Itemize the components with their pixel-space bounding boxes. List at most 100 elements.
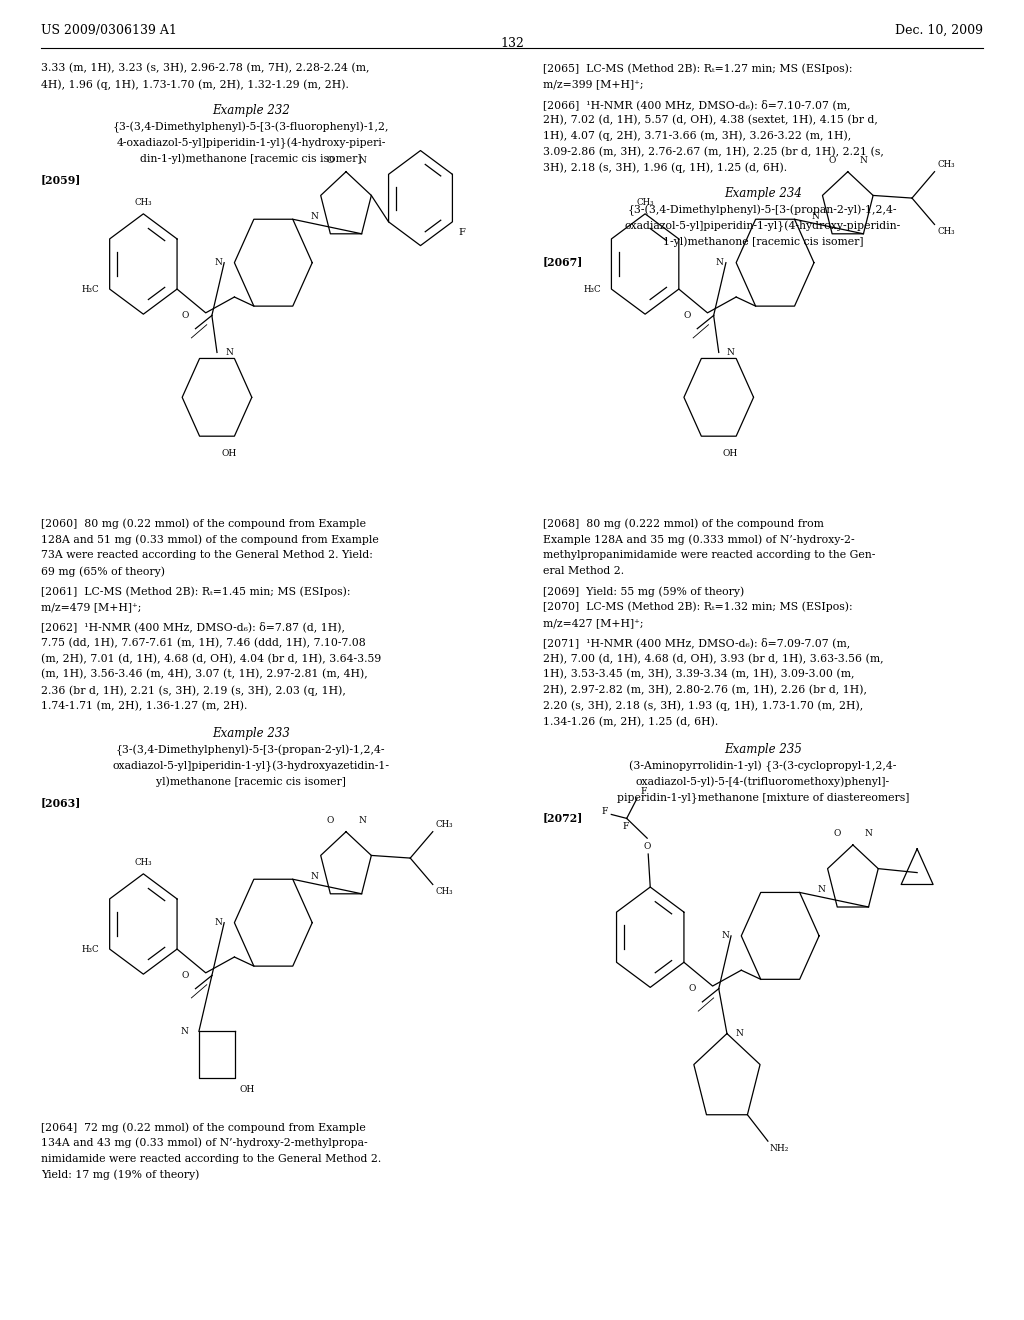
Text: (3-Aminopyrrolidin-1-yl) {3-(3-cyclopropyl-1,2,4-: (3-Aminopyrrolidin-1-yl) {3-(3-cycloprop…	[629, 760, 897, 772]
Text: [2069]  Yield: 55 mg (59% of theory): [2069] Yield: 55 mg (59% of theory)	[543, 586, 744, 597]
Text: Dec. 10, 2009: Dec. 10, 2009	[895, 24, 983, 37]
Text: O: O	[643, 842, 651, 851]
Text: Yield: 17 mg (19% of theory): Yield: 17 mg (19% of theory)	[41, 1170, 200, 1180]
Text: O: O	[182, 312, 189, 319]
Text: OH: OH	[221, 449, 237, 458]
Text: N: N	[358, 156, 366, 165]
Text: N: N	[716, 259, 724, 267]
Text: m/z=479 [M+H]⁺;: m/z=479 [M+H]⁺;	[41, 602, 141, 612]
Text: US 2009/0306139 A1: US 2009/0306139 A1	[41, 24, 177, 37]
Text: 1H), 3.53-3.45 (m, 3H), 3.39-3.34 (m, 1H), 3.09-3.00 (m,: 1H), 3.53-3.45 (m, 3H), 3.39-3.34 (m, 1H…	[543, 669, 854, 680]
Text: O: O	[689, 985, 696, 993]
Text: N: N	[812, 211, 820, 220]
Text: din-1-yl)methanone [racemic cis isomer]: din-1-yl)methanone [racemic cis isomer]	[140, 153, 361, 164]
Text: OH: OH	[723, 449, 738, 458]
Text: 128A and 51 mg (0.33 mmol) of the compound from Example: 128A and 51 mg (0.33 mmol) of the compou…	[41, 535, 379, 545]
Text: N: N	[214, 919, 222, 927]
Text: CH₃: CH₃	[436, 887, 454, 896]
Text: (m, 2H), 7.01 (d, 1H), 4.68 (d, OH), 4.04 (br d, 1H), 3.64-3.59: (m, 2H), 7.01 (d, 1H), 4.68 (d, OH), 4.0…	[41, 653, 381, 664]
Text: CH₃: CH₃	[134, 198, 153, 207]
Text: 1.34-1.26 (m, 2H), 1.25 (d, 6H).: 1.34-1.26 (m, 2H), 1.25 (d, 6H).	[543, 717, 718, 727]
Text: [2061]  LC-MS (Method 2B): Rₜ=1.45 min; MS (ESIpos):: [2061] LC-MS (Method 2B): Rₜ=1.45 min; M…	[41, 586, 350, 597]
Text: 1.74-1.71 (m, 2H), 1.36-1.27 (m, 2H).: 1.74-1.71 (m, 2H), 1.36-1.27 (m, 2H).	[41, 701, 248, 711]
Text: 3.09-2.86 (m, 3H), 2.76-2.67 (m, 1H), 2.25 (br d, 1H), 2.21 (s,: 3.09-2.86 (m, 3H), 2.76-2.67 (m, 1H), 2.…	[543, 147, 884, 157]
Text: 2H), 7.00 (d, 1H), 4.68 (d, OH), 3.93 (br d, 1H), 3.63-3.56 (m,: 2H), 7.00 (d, 1H), 4.68 (d, OH), 3.93 (b…	[543, 653, 884, 664]
Text: CH₃: CH₃	[636, 198, 654, 207]
Text: {3-(3,4-Dimethylphenyl)-5-[3-(propan-2-yl)-1,2,4-: {3-(3,4-Dimethylphenyl)-5-[3-(propan-2-y…	[628, 205, 898, 216]
Text: nimidamide were reacted according to the General Method 2.: nimidamide were reacted according to the…	[41, 1154, 381, 1164]
Text: methylpropanimidamide were reacted according to the Gen-: methylpropanimidamide were reacted accor…	[543, 550, 876, 561]
Text: 2.20 (s, 3H), 2.18 (s, 3H), 1.93 (q, 1H), 1.73-1.70 (m, 2H),: 2.20 (s, 3H), 2.18 (s, 3H), 1.93 (q, 1H)…	[543, 701, 863, 711]
Text: [2068]  80 mg (0.222 mmol) of the compound from: [2068] 80 mg (0.222 mmol) of the compoun…	[543, 519, 823, 529]
Text: F: F	[602, 808, 608, 816]
Text: oxadiazol-5-yl)-5-[4-(trifluoromethoxy)phenyl]-: oxadiazol-5-yl)-5-[4-(trifluoromethoxy)p…	[636, 776, 890, 787]
Text: [2070]  LC-MS (Method 2B): Rₜ=1.32 min; MS (ESIpos):: [2070] LC-MS (Method 2B): Rₜ=1.32 min; M…	[543, 602, 852, 612]
Text: N: N	[721, 932, 729, 940]
Text: yl)methanone [racemic cis isomer]: yl)methanone [racemic cis isomer]	[156, 776, 346, 787]
Text: piperidin-1-yl}methanone [mixture of diastereomers]: piperidin-1-yl}methanone [mixture of dia…	[616, 792, 909, 803]
Text: O: O	[327, 816, 334, 825]
Text: [2062]  ¹H-NMR (400 MHz, DMSO-d₆): δ=7.87 (d, 1H),: [2062] ¹H-NMR (400 MHz, DMSO-d₆): δ=7.87…	[41, 622, 345, 632]
Text: H₃C: H₃C	[82, 285, 99, 293]
Text: [2064]  72 mg (0.22 mmol) of the compound from Example: [2064] 72 mg (0.22 mmol) of the compound…	[41, 1122, 366, 1133]
Text: {3-(3,4-Dimethylphenyl)-5-[3-(propan-2-yl)-1,2,4-: {3-(3,4-Dimethylphenyl)-5-[3-(propan-2-y…	[116, 744, 386, 756]
Text: OH: OH	[240, 1085, 254, 1093]
Text: 7.75 (dd, 1H), 7.67-7.61 (m, 1H), 7.46 (ddd, 1H), 7.10-7.08: 7.75 (dd, 1H), 7.67-7.61 (m, 1H), 7.46 (…	[41, 638, 366, 648]
Text: [2072]: [2072]	[543, 812, 583, 822]
Text: N: N	[214, 259, 222, 267]
Text: (m, 1H), 3.56-3.46 (m, 4H), 3.07 (t, 1H), 2.97-2.81 (m, 4H),: (m, 1H), 3.56-3.46 (m, 4H), 3.07 (t, 1H)…	[41, 669, 368, 680]
Text: CH₃: CH₃	[938, 227, 955, 236]
Text: H₃C: H₃C	[584, 285, 601, 293]
Text: 134A and 43 mg (0.33 mmol) of N’-hydroxy-2-methylpropa-: 134A and 43 mg (0.33 mmol) of N’-hydroxy…	[41, 1138, 368, 1148]
Text: 1-yl)methanone [racemic cis isomer]: 1-yl)methanone [racemic cis isomer]	[663, 236, 863, 247]
Text: [2063]: [2063]	[41, 797, 81, 808]
Text: N: N	[727, 348, 735, 356]
Text: [2066]  ¹H-NMR (400 MHz, DMSO-d₆): δ=7.10-7.07 (m,: [2066] ¹H-NMR (400 MHz, DMSO-d₆): δ=7.10…	[543, 99, 850, 110]
Text: 4-oxadiazol-5-yl]piperidin-1-yl}(4-hydroxy-piperi-: 4-oxadiazol-5-yl]piperidin-1-yl}(4-hydro…	[116, 137, 386, 149]
Text: Example 234: Example 234	[724, 187, 802, 201]
Text: 1H), 4.07 (q, 2H), 3.71-3.66 (m, 3H), 3.26-3.22 (m, 1H),: 1H), 4.07 (q, 2H), 3.71-3.66 (m, 3H), 3.…	[543, 131, 851, 141]
Text: F: F	[459, 228, 466, 238]
Text: 69 mg (65% of theory): 69 mg (65% of theory)	[41, 566, 165, 577]
Text: N: N	[310, 211, 318, 220]
Text: O: O	[684, 312, 691, 319]
Text: N: N	[358, 816, 366, 825]
Text: N: N	[225, 348, 233, 356]
Text: N: N	[310, 871, 318, 880]
Text: Example 235: Example 235	[724, 743, 802, 756]
Text: N: N	[865, 829, 872, 838]
Text: Example 128A and 35 mg (0.333 mmol) of N’-hydroxy-2-: Example 128A and 35 mg (0.333 mmol) of N…	[543, 535, 854, 545]
Text: [2065]  LC-MS (Method 2B): Rₜ=1.27 min; MS (ESIpos):: [2065] LC-MS (Method 2B): Rₜ=1.27 min; M…	[543, 63, 852, 74]
Text: N: N	[817, 884, 825, 894]
Text: 73A were reacted according to the General Method 2. Yield:: 73A were reacted according to the Genera…	[41, 550, 373, 561]
Text: CH₃: CH₃	[134, 858, 153, 867]
Text: oxadiazol-5-yl]piperidin-1-yl}(4-hydroxy-piperidin-: oxadiazol-5-yl]piperidin-1-yl}(4-hydroxy…	[625, 220, 901, 232]
Text: 132: 132	[500, 37, 524, 50]
Text: H₃C: H₃C	[82, 945, 99, 953]
Text: NH₂: NH₂	[770, 1144, 790, 1152]
Text: [2071]  ¹H-NMR (400 MHz, DMSO-d₆): δ=7.09-7.07 (m,: [2071] ¹H-NMR (400 MHz, DMSO-d₆): δ=7.09…	[543, 638, 850, 648]
Text: N: N	[181, 1027, 188, 1036]
Text: CH₃: CH₃	[436, 820, 454, 829]
Text: F: F	[640, 787, 646, 796]
Text: Example 233: Example 233	[212, 727, 290, 741]
Text: N: N	[860, 156, 867, 165]
Text: oxadiazol-5-yl]piperidin-1-yl}(3-hydroxyazetidin-1-: oxadiazol-5-yl]piperidin-1-yl}(3-hydroxy…	[113, 760, 389, 772]
Text: 3H), 2.18 (s, 3H), 1.96 (q, 1H), 1.25 (d, 6H).: 3H), 2.18 (s, 3H), 1.96 (q, 1H), 1.25 (d…	[543, 162, 786, 173]
Text: m/z=399 [M+H]⁺;: m/z=399 [M+H]⁺;	[543, 79, 643, 90]
Text: Example 232: Example 232	[212, 104, 290, 117]
Text: 4H), 1.96 (q, 1H), 1.73-1.70 (m, 2H), 1.32-1.29 (m, 2H).: 4H), 1.96 (q, 1H), 1.73-1.70 (m, 2H), 1.…	[41, 79, 349, 90]
Text: 3.33 (m, 1H), 3.23 (s, 3H), 2.96-2.78 (m, 7H), 2.28-2.24 (m,: 3.33 (m, 1H), 3.23 (s, 3H), 2.96-2.78 (m…	[41, 63, 370, 74]
Text: 2H), 2.97-2.82 (m, 3H), 2.80-2.76 (m, 1H), 2.26 (br d, 1H),: 2H), 2.97-2.82 (m, 3H), 2.80-2.76 (m, 1H…	[543, 685, 866, 696]
Text: eral Method 2.: eral Method 2.	[543, 566, 624, 577]
Text: F: F	[623, 822, 629, 832]
Text: O: O	[828, 156, 836, 165]
Text: N: N	[735, 1030, 743, 1038]
Text: O: O	[182, 972, 189, 979]
Text: m/z=427 [M+H]⁺;: m/z=427 [M+H]⁺;	[543, 618, 643, 628]
Text: 2.36 (br d, 1H), 2.21 (s, 3H), 2.19 (s, 3H), 2.03 (q, 1H),: 2.36 (br d, 1H), 2.21 (s, 3H), 2.19 (s, …	[41, 685, 346, 696]
Text: O: O	[834, 829, 841, 838]
Text: {3-(3,4-Dimethylphenyl)-5-[3-(3-fluorophenyl)-1,2,: {3-(3,4-Dimethylphenyl)-5-[3-(3-fluoroph…	[113, 121, 389, 133]
Text: 2H), 7.02 (d, 1H), 5.57 (d, OH), 4.38 (sextet, 1H), 4.15 (br d,: 2H), 7.02 (d, 1H), 5.57 (d, OH), 4.38 (s…	[543, 115, 878, 125]
Text: O: O	[327, 156, 334, 165]
